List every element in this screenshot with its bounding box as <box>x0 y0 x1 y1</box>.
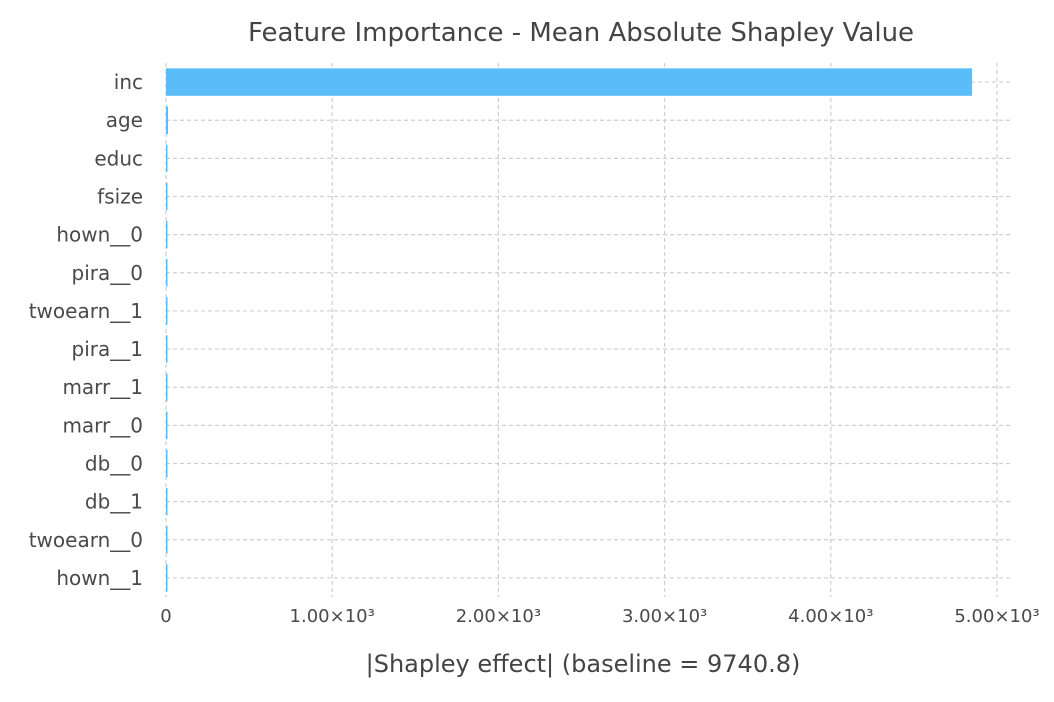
bar-fsize <box>166 182 168 211</box>
y-tick-label: fsize <box>97 185 143 209</box>
bar-hown-1 <box>166 564 168 592</box>
y-tick-label: pira__0 <box>72 261 143 285</box>
y-tick-label: hown__1 <box>56 566 143 590</box>
y-tick-label: db__0 <box>85 452 143 476</box>
y-tick-label: inc <box>114 70 143 94</box>
y-tick-label: age <box>106 108 143 132</box>
bar-hown-0 <box>166 220 168 249</box>
bar-pira-0 <box>166 259 168 287</box>
x-tick-label: 5.00×10³ <box>954 606 1039 627</box>
x-tick-label: 4.00×10³ <box>788 606 873 627</box>
y-tick-label: pira__1 <box>72 337 143 361</box>
y-tick-label: twoearn__1 <box>29 299 143 323</box>
bar-twoearn-0 <box>166 526 168 554</box>
bar-inc <box>166 68 973 96</box>
bar-layer <box>166 68 973 592</box>
x-axis-label: |Shapley effect| (baseline = 9740.8) <box>366 650 801 678</box>
bar-age <box>166 106 168 134</box>
x-axis-ticks: 0 1.00×10³ 2.00×10³ 3.00×10³ 4.00×10³ 5.00×10… <box>160 606 1039 627</box>
bar-pira-1 <box>166 335 168 363</box>
y-tick-label: db__1 <box>85 490 143 514</box>
y-tick-label: marr__0 <box>62 413 143 437</box>
y-tick-label: twoearn__0 <box>29 528 143 552</box>
x-tick-label: 2.00×10³ <box>456 606 541 627</box>
y-tick-label: marr__1 <box>62 375 143 399</box>
bar-marr-0 <box>166 411 168 440</box>
chart-title: Feature Importance - Mean Absolute Shapl… <box>248 18 914 48</box>
bar-db-1 <box>166 487 168 516</box>
y-tick-label: educ <box>94 146 143 170</box>
bar-db-0 <box>166 449 168 478</box>
x-tick-label: 3.00×10³ <box>622 606 707 627</box>
x-tick-label: 0 <box>160 606 171 627</box>
y-axis-ticks: inc age educ fsize hown__0 pira__0 twoearn__1p… <box>29 70 143 590</box>
bar-educ <box>166 144 168 173</box>
bar-twoearn-1 <box>166 297 168 325</box>
bar-marr-1 <box>166 373 168 401</box>
grid-layer <box>165 63 1010 597</box>
x-tick-label: 1.00×10³ <box>290 606 375 627</box>
y-tick-label: hown__0 <box>56 223 143 247</box>
